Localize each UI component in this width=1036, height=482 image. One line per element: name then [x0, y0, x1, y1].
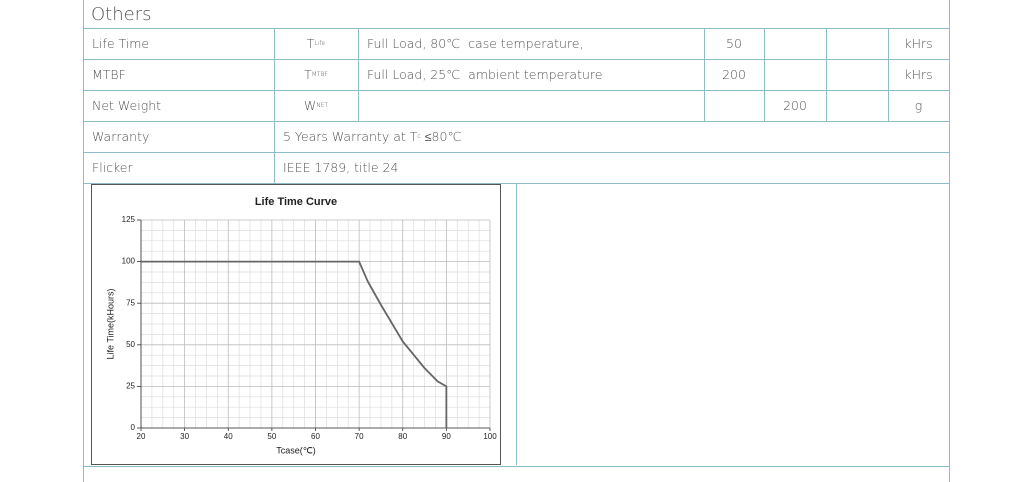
y-tick-label: 50 — [126, 340, 135, 349]
column-border — [274, 121, 275, 152]
column-border — [888, 90, 889, 121]
x-axis-label: Tcase(℃) — [276, 445, 316, 455]
table-cell: kHrs — [904, 36, 933, 51]
row-border — [83, 28, 950, 29]
x-tick-label: 60 — [311, 432, 320, 441]
table-cell: 50 — [726, 36, 742, 51]
table-cell: Net Weight — [92, 98, 162, 113]
cell-text: T — [304, 67, 312, 82]
column-border — [704, 59, 705, 90]
cell-subscript: c — [417, 133, 421, 140]
column-border — [826, 28, 827, 59]
table-cell: IEEE 1789, title 24 — [283, 160, 399, 175]
x-tick-label: 90 — [442, 432, 451, 441]
table-cell: 200 — [783, 98, 807, 113]
cell-subscript: NET — [316, 102, 329, 109]
cell-text: T — [306, 36, 315, 51]
row-border — [83, 90, 950, 91]
column-border — [888, 59, 889, 90]
table-cell: T MTBF — [274, 59, 358, 90]
x-tick-label: 40 — [224, 432, 233, 441]
cell-subscript: MTBF — [311, 71, 328, 78]
table-cell: Warranty — [92, 129, 150, 144]
cell-text: W — [303, 98, 317, 113]
cell-text: ≤80℃ — [420, 129, 462, 144]
cell-text: 5 Years Warranty at T — [283, 129, 418, 144]
y-tick-label: 125 — [122, 215, 136, 224]
x-tick-label: 50 — [267, 432, 276, 441]
column-border — [704, 28, 705, 59]
row-border — [83, 466, 950, 467]
row-border — [83, 59, 950, 60]
column-border — [826, 59, 827, 90]
table-border — [949, 0, 950, 482]
table-border — [83, 0, 84, 482]
column-border — [274, 59, 275, 90]
table-cell: kHrs — [904, 67, 933, 82]
column-border — [764, 90, 765, 121]
column-border — [274, 152, 275, 183]
x-tick-label: 30 — [180, 432, 189, 441]
y-tick-label: 0 — [131, 423, 136, 432]
section-title: Others — [91, 3, 152, 25]
row-border — [83, 152, 950, 153]
life-curve — [141, 260, 448, 428]
x-tick-label: 80 — [398, 432, 407, 441]
x-tick-label: 20 — [137, 432, 146, 441]
column-border — [764, 59, 765, 90]
column-border — [888, 28, 889, 59]
y-tick-label: 100 — [122, 257, 136, 266]
table-cell: Full Load, 80℃ case temperature, — [367, 36, 584, 51]
table-cell: W NET — [274, 90, 358, 121]
column-border — [358, 59, 359, 90]
table-cell: Life Time — [92, 36, 150, 51]
table-cell: T Life — [274, 28, 358, 59]
table-cell: Flicker — [92, 160, 133, 175]
chart-title: Life Time Curve — [255, 196, 337, 208]
x-tick-label: 100 — [483, 432, 497, 441]
table-cell: 200 — [722, 67, 746, 82]
table-cell: Full Load, 25℃ ambient temperature — [367, 67, 603, 82]
y-tick-label: 75 — [126, 298, 135, 307]
column-border — [358, 90, 359, 121]
y-axis-label: Life Time(kHours) — [105, 288, 115, 359]
column-border — [826, 90, 827, 121]
y-tick-label: 25 — [126, 382, 135, 391]
column-border — [516, 183, 517, 465]
chart: Life Time Curve Tcase(℃) Life Time(kHour… — [91, 184, 501, 465]
column-border — [274, 28, 275, 59]
table-cell: MTBF — [92, 67, 126, 82]
column-border — [274, 90, 275, 121]
x-tick-label: 70 — [355, 432, 364, 441]
column-border — [704, 90, 705, 121]
column-border — [358, 28, 359, 59]
row-border — [83, 121, 950, 122]
table-cell: g — [914, 98, 923, 113]
column-border — [764, 28, 765, 59]
cell-subscript: Life — [314, 40, 326, 47]
